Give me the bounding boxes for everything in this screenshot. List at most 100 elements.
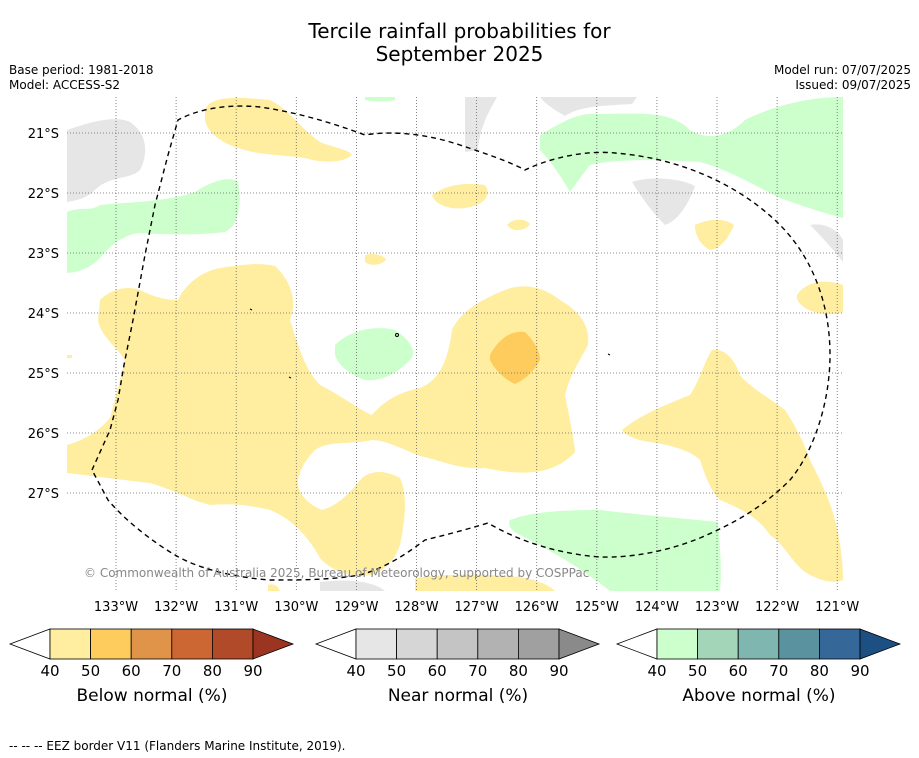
colorbar-tick-label: 70 xyxy=(468,662,487,680)
colorbar-2: 40 50 60 70 80 90 xyxy=(615,628,902,680)
colorbar-tick-label: 60 xyxy=(428,662,447,680)
latitude-label: 27°S xyxy=(28,487,59,502)
model-run: Model run: 07/07/2025 xyxy=(773,63,911,77)
above-normal-area xyxy=(540,97,843,218)
colorbar-1: 40 50 60 70 80 90 xyxy=(314,628,601,680)
longitude-label: 129°W xyxy=(334,600,378,615)
latitude-label: 26°S xyxy=(28,427,59,442)
latitude-label: 21°S xyxy=(28,127,59,142)
grid-lines xyxy=(67,97,843,591)
colorbar-0: 40 50 60 70 80 90 xyxy=(8,628,295,680)
map-area: © Commonwealth of Australia 2025, Bureau… xyxy=(67,97,843,591)
colorbar-tick-label: 80 xyxy=(203,662,222,680)
colorbar-label-above: Above normal (%) xyxy=(682,686,836,706)
above-normal-areas xyxy=(67,97,843,591)
colorbar-tick-label: 70 xyxy=(769,662,788,680)
island-marker xyxy=(395,333,399,337)
colorbar-tick-label: 40 xyxy=(647,662,666,680)
longitude-label: 125°W xyxy=(575,600,619,615)
below-normal-area xyxy=(622,349,843,582)
above-normal-area xyxy=(335,328,414,381)
colorbar-segment xyxy=(8,628,51,660)
longitude-label: 131°W xyxy=(214,600,258,615)
near-normal-area xyxy=(320,580,385,591)
colorbar-segment xyxy=(558,628,601,660)
island-marker xyxy=(288,376,292,379)
near-normal-area xyxy=(465,97,497,152)
colorbar-tick-label: 90 xyxy=(549,662,568,680)
colorbar-segment xyxy=(49,628,91,660)
colorbar-segment xyxy=(211,628,254,660)
colorbar-segment xyxy=(656,628,698,660)
above-normal-area xyxy=(509,510,721,591)
near-normal-area xyxy=(632,178,695,225)
colorbar-tick-label: 50 xyxy=(81,662,100,680)
below-normal-area xyxy=(365,253,386,265)
issued-date: Issued: 09/07/2025 xyxy=(795,78,911,92)
longitude-label: 127°W xyxy=(455,600,499,615)
latitude-label: 23°S xyxy=(28,247,59,262)
below-normal-area xyxy=(67,355,72,358)
title-line-2: September 2025 xyxy=(375,42,544,66)
colorbar-tick-label: 80 xyxy=(810,662,829,680)
near-normal-area xyxy=(810,224,843,262)
colorbar-tick-label: 90 xyxy=(243,662,262,680)
colorbars: 40 50 60 70 80 90 40 50 60 70 80 90 40 50 60 70 80 90 xyxy=(8,628,902,680)
near-normal-area xyxy=(540,97,637,116)
title-line-1: Tercile rainfall probabilities for xyxy=(308,19,611,43)
copyright-text: © Commonwealth of Australia 2025, Bureau… xyxy=(84,566,589,580)
colorbar-tick-label: 60 xyxy=(122,662,141,680)
longitude-label: 132°W xyxy=(154,600,198,615)
colorbar-segment xyxy=(819,628,861,660)
colorbar-segment xyxy=(396,628,438,660)
colorbar-tick-label: 40 xyxy=(346,662,365,680)
colorbar-segment xyxy=(737,628,780,660)
colorbar-segment xyxy=(615,628,658,660)
colorbar-segment xyxy=(697,628,739,660)
colorbar-label-near: Near normal (%) xyxy=(387,686,529,706)
longitude-label: 128°W xyxy=(394,600,438,615)
map-title: Tercile rainfall probabilities for Septe… xyxy=(0,20,919,66)
below-normal-area-50 xyxy=(490,331,540,384)
island-marker xyxy=(607,353,611,356)
colorbar-tick-label: 70 xyxy=(162,662,181,680)
colorbar-segment xyxy=(252,628,295,660)
below-normal-area xyxy=(415,574,555,591)
latitude-label: 25°S xyxy=(28,367,59,382)
below-normal-area xyxy=(205,97,352,162)
longitude-label: 123°W xyxy=(695,600,739,615)
near-normal-area xyxy=(67,119,146,202)
colorbar-tick-label: 50 xyxy=(387,662,406,680)
colorbar-tick-label: 50 xyxy=(688,662,707,680)
above-normal-area xyxy=(67,179,240,273)
colorbar-segment xyxy=(477,628,519,660)
colorbar-segment xyxy=(778,628,820,660)
eez-border xyxy=(91,105,831,581)
below-normal-area xyxy=(695,219,734,250)
above-normal-area xyxy=(365,97,395,102)
colorbar-segment xyxy=(355,628,397,660)
colorbar-tick-label: 90 xyxy=(850,662,869,680)
base-period: Base period: 1981-2018 xyxy=(9,63,154,77)
colorbar-segment xyxy=(130,628,173,660)
below-normal-area xyxy=(796,281,843,315)
meta-right: Model run: 07/07/2025 Issued: 09/07/2025 xyxy=(774,63,911,93)
island-marker xyxy=(249,308,253,311)
colorbar-segment xyxy=(859,628,902,660)
colorbar-segment xyxy=(518,628,560,660)
colorbar-segment xyxy=(90,628,132,660)
near-normal-areas xyxy=(67,97,843,591)
longitude-label: 124°W xyxy=(635,600,679,615)
below-normal-area xyxy=(507,219,530,231)
latitude-label: 22°S xyxy=(28,187,59,202)
below-normal-area xyxy=(268,584,280,591)
below-normal-area xyxy=(67,264,589,576)
colorbar-label-below: Below normal (%) xyxy=(76,686,228,706)
longitude-label: 130°W xyxy=(274,600,318,615)
longitude-labels: 133°W 132°W 131°W 130°W 129°W 128°W 127°W 126°W… xyxy=(94,600,860,615)
model-name: Model: ACCESS-S2 xyxy=(9,78,121,92)
colorbar-tick-label: 80 xyxy=(509,662,528,680)
colorbar-tick-label: 40 xyxy=(40,662,59,680)
colorbar-tick-label: 60 xyxy=(729,662,748,680)
